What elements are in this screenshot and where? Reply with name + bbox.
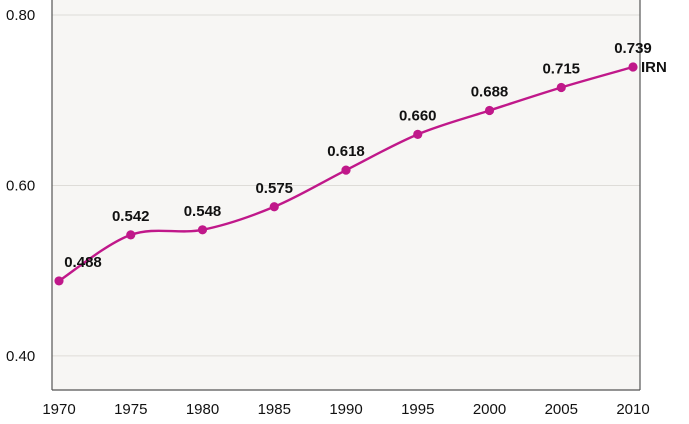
series-name-label: IRN <box>641 59 667 76</box>
x-tick-label: 2000 <box>473 401 506 418</box>
x-tick-label: 1975 <box>114 401 147 418</box>
x-tick-label: 1990 <box>329 401 362 418</box>
data-point <box>556 82 566 93</box>
data-label: 0.618 <box>327 143 365 160</box>
data-label: 0.660 <box>399 107 437 124</box>
data-point <box>484 105 495 116</box>
x-tick-label: 2005 <box>545 401 578 418</box>
data-label: 0.715 <box>542 60 580 77</box>
plot-area <box>52 0 640 390</box>
y-tick-label: 0.60 <box>6 177 35 194</box>
y-tick-label: 0.80 <box>6 7 35 24</box>
x-tick-label: 1970 <box>42 401 75 418</box>
y-tick-label: 0.40 <box>6 348 35 365</box>
x-tick-label: 2010 <box>616 401 649 418</box>
x-tick-label: 1985 <box>258 401 291 418</box>
data-point <box>197 225 208 235</box>
data-label: 0.542 <box>112 208 150 225</box>
data-label: 0.488 <box>64 254 102 271</box>
data-point <box>269 202 279 212</box>
data-label: 0.688 <box>471 83 509 100</box>
data-label: 0.548 <box>184 203 222 220</box>
data-label: 0.739 <box>614 40 652 57</box>
data-label: 0.575 <box>255 180 293 197</box>
x-tick-label: 1980 <box>186 401 219 418</box>
data-point <box>413 129 423 139</box>
x-tick-label: 1995 <box>401 401 434 418</box>
data-point <box>341 165 351 175</box>
data-point <box>628 62 638 72</box>
data-point <box>126 230 136 240</box>
data-point <box>54 276 64 286</box>
